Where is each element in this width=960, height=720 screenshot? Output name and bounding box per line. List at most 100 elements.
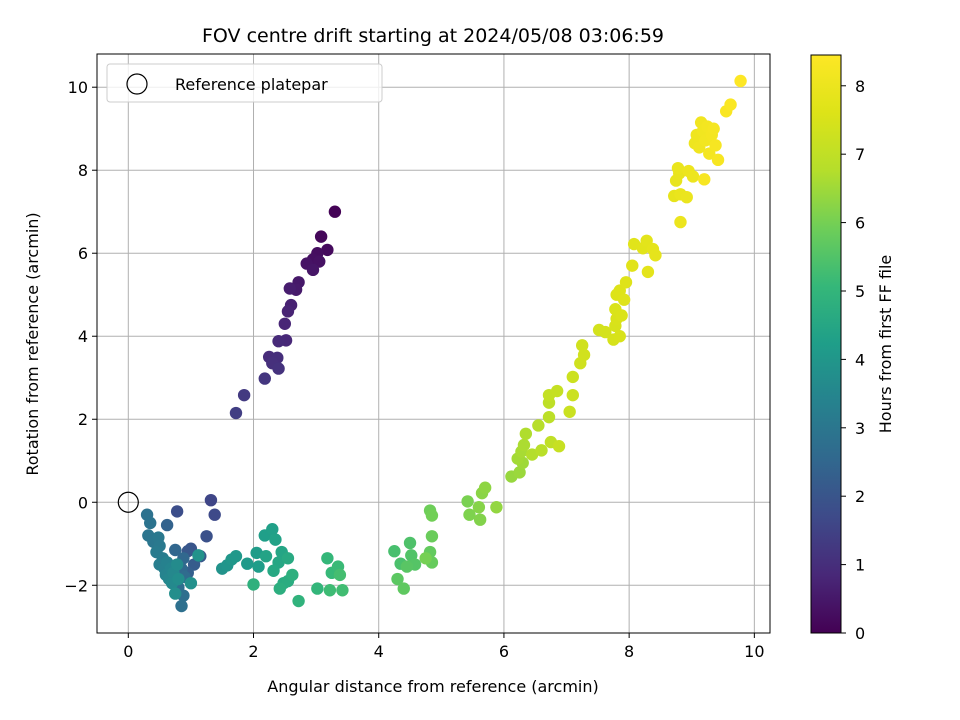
x-axis-label: Angular distance from reference (arcmin) [267, 677, 598, 696]
data-point [617, 293, 631, 306]
data-point [272, 362, 285, 375]
data-point [566, 388, 579, 402]
data-point [250, 546, 263, 560]
colorbar-tick-label: 1 [855, 556, 865, 575]
data-point [599, 325, 612, 339]
data-point [513, 466, 526, 479]
data-point [229, 406, 243, 420]
data-point [724, 98, 737, 111]
data-point [542, 410, 556, 424]
plot-frame [96, 53, 771, 634]
data-point [686, 170, 700, 183]
legend-label: Reference platepar [175, 75, 328, 94]
reference-point-marker [117, 491, 139, 513]
data-point [490, 501, 503, 514]
data-point [403, 536, 417, 550]
data-point [269, 533, 282, 546]
data-point [525, 448, 539, 461]
x-tick-label: 8 [624, 642, 634, 661]
data-point [698, 173, 711, 186]
data-point [552, 440, 566, 453]
data-point [323, 584, 337, 597]
data-point [241, 557, 254, 570]
data-point [425, 509, 439, 522]
colorbar-tick-label: 7 [855, 145, 865, 164]
data-point [615, 309, 628, 322]
data-point [626, 259, 639, 272]
colorbar-ticks: 0 1 2 3 4 5 6 7 8 [841, 77, 865, 643]
colorbar-gradient [811, 55, 841, 633]
chart-title: FOV centre drift starting at 2024/05/08 … [202, 25, 664, 47]
data-point [336, 584, 349, 597]
y-tick-label: −2 [64, 576, 88, 595]
data-point [472, 501, 486, 514]
data-point [519, 427, 533, 440]
legend: Reference platepar [106, 63, 383, 103]
x-tick-label: 6 [499, 642, 509, 661]
colorbar-tick-label: 6 [855, 214, 865, 233]
data-point [252, 560, 265, 573]
data-point [680, 190, 693, 204]
colorbar-tick-label: 2 [855, 487, 865, 506]
data-point [278, 317, 292, 330]
data-point [266, 523, 279, 536]
data-point [734, 74, 747, 88]
data-point [641, 265, 655, 279]
data-point [175, 599, 188, 613]
colorbar: 0 1 2 3 4 5 6 7 8 Hours from first FF file [810, 54, 895, 643]
data-point [144, 516, 157, 530]
data-point [328, 205, 342, 218]
y-tick-label: 0 [78, 493, 88, 512]
data-point [707, 122, 720, 135]
data-point [563, 405, 576, 418]
y-tick-label: 2 [78, 410, 88, 429]
data-point [397, 582, 410, 595]
x-tick-label: 0 [123, 642, 133, 661]
data-point [478, 481, 492, 494]
y-tick-label: 8 [78, 161, 88, 180]
data-point [321, 552, 334, 565]
legend-marker-icon [126, 73, 148, 95]
y-axis-label: Rotation from reference (arcmin) [23, 212, 42, 475]
y-tick-label: 10 [68, 78, 88, 97]
y-tick-label: 4 [78, 327, 88, 346]
data-point [577, 348, 591, 362]
data-point [566, 370, 579, 384]
data-point [170, 558, 184, 571]
data-point [425, 530, 439, 543]
data-point [709, 139, 722, 152]
data-point [292, 594, 305, 608]
data-points [117, 74, 747, 613]
data-point [575, 339, 589, 352]
colorbar-label: Hours from first FF file [876, 255, 895, 434]
colorbar-tick-label: 8 [855, 77, 865, 96]
data-point [272, 335, 285, 348]
data-point [461, 495, 474, 508]
x-tick-label: 4 [374, 642, 384, 661]
data-point [172, 572, 185, 586]
data-point [160, 518, 174, 532]
data-point [532, 419, 545, 432]
data-point [169, 587, 182, 600]
data-point [170, 505, 184, 518]
x-tick-label: 2 [248, 642, 258, 661]
data-point [391, 572, 404, 586]
data-point [237, 388, 251, 402]
data-point [550, 384, 564, 398]
y-axis-ticks: −2 0 2 4 6 8 10 [64, 78, 97, 595]
data-point [613, 330, 626, 343]
data-point [267, 564, 280, 577]
x-axis-ticks: 0 2 4 6 8 10 [123, 633, 765, 661]
data-point [311, 582, 324, 595]
data-point [273, 582, 287, 595]
data-point [671, 161, 685, 175]
data-point [200, 530, 213, 543]
data-point [649, 249, 662, 262]
data-point [208, 508, 221, 521]
data-point [711, 153, 725, 167]
data-point [281, 305, 295, 318]
colorbar-frame [810, 54, 842, 634]
data-point [419, 552, 432, 565]
data-point [400, 560, 414, 573]
